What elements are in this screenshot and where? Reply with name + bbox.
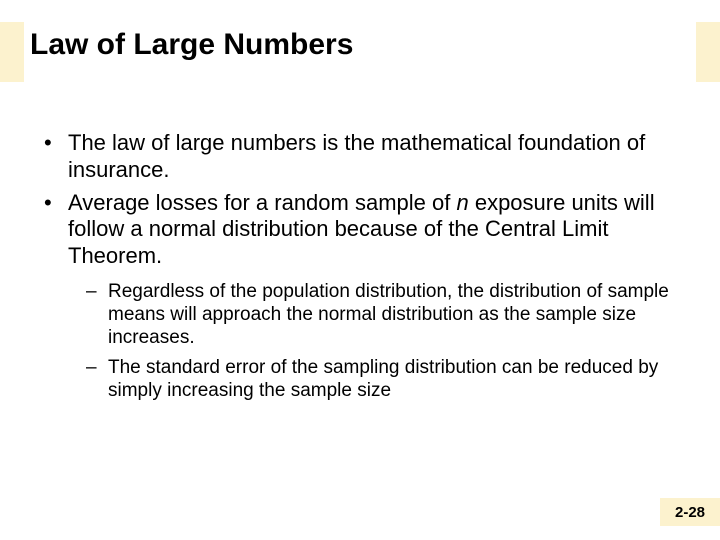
bullet-text-italic: n <box>456 190 468 215</box>
sub-bullet-text: The standard error of the sampling distr… <box>108 357 658 401</box>
title-accent-left <box>0 22 24 82</box>
sub-bullet-item: The standard error of the sampling distr… <box>86 356 680 402</box>
title-band: Law of Large Numbers <box>0 22 720 82</box>
sub-bullet-text: Regardless of the population distributio… <box>108 281 669 348</box>
body-content: The law of large numbers is the mathemat… <box>40 130 680 408</box>
slide-title: Law of Large Numbers <box>30 28 353 62</box>
page-number-box: 2-28 <box>660 498 720 526</box>
bullet-item: The law of large numbers is the mathemat… <box>40 130 680 184</box>
slide: Law of Large Numbers The law of large nu… <box>0 0 720 540</box>
bullet-text-pre: Average losses for a random sample of <box>68 190 456 215</box>
page-number: 2-28 <box>675 504 705 521</box>
bullet-list: The law of large numbers is the mathemat… <box>40 130 680 402</box>
bullet-item: Average losses for a random sample of n … <box>40 190 680 402</box>
sub-bullet-item: Regardless of the population distributio… <box>86 280 680 350</box>
title-accent-right <box>696 22 720 82</box>
sub-bullet-list: Regardless of the population distributio… <box>68 280 680 402</box>
bullet-text: The law of large numbers is the mathemat… <box>68 130 645 182</box>
